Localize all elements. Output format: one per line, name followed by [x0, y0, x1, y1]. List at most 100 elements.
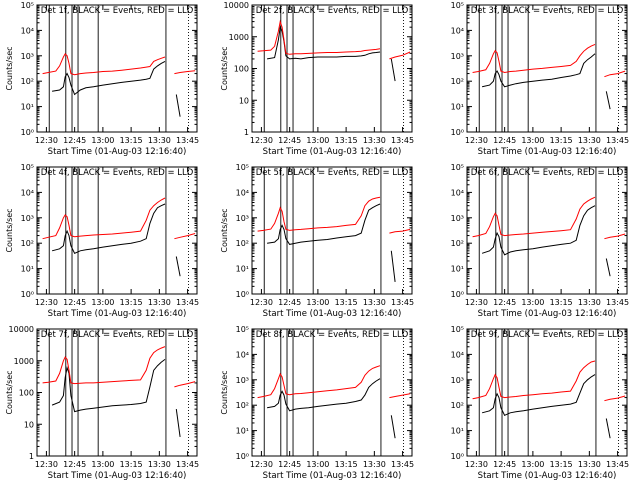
x-tick-label: 13:45 — [176, 298, 199, 307]
x-tick-label: 13:15 — [120, 136, 143, 145]
y-tick-label: 10¹ — [451, 427, 464, 436]
x-tick-label: 13:45 — [391, 460, 414, 469]
x-tick-label: 13:15 — [335, 460, 358, 469]
x-axis-label: Start Time (01-Aug-03 12:16:40) — [263, 309, 402, 319]
series-events-line — [175, 256, 181, 277]
x-tick-label: 12:45 — [493, 298, 516, 307]
x-tick-label: 13:00 — [521, 136, 544, 145]
y-tick-label: 10000 — [9, 325, 34, 334]
y-tick-label: 10¹ — [21, 265, 34, 274]
y-tick-label: 10² — [451, 77, 464, 86]
x-tick-label: 12:45 — [278, 136, 301, 145]
y-tick-label: 10⁴ — [451, 350, 464, 359]
y-tick-label: 10¹ — [451, 265, 464, 274]
series-lld-line — [389, 228, 411, 234]
y-tick-label: 10⁴ — [451, 26, 464, 35]
x-tick-label: 13:30 — [363, 460, 386, 469]
chart-title: Det 6f, BLACK = Events, RED = LLD — [471, 168, 624, 178]
x-tick-label: 13:15 — [120, 298, 143, 307]
y-tick-label: 10⁰ — [451, 452, 464, 461]
x-tick-label: 13:00 — [521, 460, 544, 469]
x-axis-label: Start Time (01-Aug-03 12:16:40) — [48, 471, 187, 480]
x-tick-label: 13:30 — [148, 298, 171, 307]
chart-title: Det 7f, BLACK = Events, RED = LLD — [41, 330, 194, 340]
series-events-line — [481, 205, 596, 256]
series-events-line — [481, 374, 596, 416]
series-events-line — [267, 203, 381, 245]
y-tick-label: 10² — [21, 239, 34, 248]
y-tick-label: 10⁵ — [21, 163, 34, 172]
y-tick-label: 10⁰ — [236, 290, 249, 299]
series-lld-line — [257, 196, 381, 232]
x-tick-label: 13:45 — [391, 136, 414, 145]
plot-frame — [36, 4, 198, 133]
plot-frame — [251, 328, 413, 457]
y-axis-label: Counts/sec — [220, 208, 229, 252]
x-tick-label: 12:30 — [250, 136, 273, 145]
y-tick-label: 1 — [244, 128, 249, 137]
series-lld-line — [257, 19, 381, 55]
y-tick-label: 10⁴ — [236, 350, 249, 359]
plot-frame — [36, 328, 198, 457]
x-tick-label: 12:30 — [35, 136, 58, 145]
chart-panel-9: Det 9f, BLACK = Events, RED = LLD 10⁰ 10¹ 1… — [451, 325, 630, 480]
x-tick-label: 12:30 — [35, 298, 58, 307]
series-lld-line — [174, 233, 196, 240]
y-tick-label: 10⁵ — [236, 163, 249, 172]
y-tick-label: 10⁵ — [451, 1, 464, 10]
plot-frame — [466, 166, 628, 295]
x-tick-label: 13:15 — [550, 298, 573, 307]
x-tick-label: 12:45 — [493, 460, 516, 469]
plot-frame — [466, 4, 628, 133]
series-events-line — [51, 358, 166, 413]
x-tick-label: 13:45 — [606, 136, 629, 145]
chart-title: Det 8f, BLACK = Events, RED = LLD — [256, 330, 409, 340]
y-axis-label: Counts/sec — [5, 208, 14, 252]
y-tick-label: 10⁰ — [21, 128, 34, 137]
x-tick-label: 12:45 — [63, 298, 86, 307]
x-tick-label: 13:15 — [120, 460, 143, 469]
series-lld-line — [42, 197, 166, 240]
x-tick-label: 13:15 — [335, 298, 358, 307]
x-axis-label: Start Time (01-Aug-03 12:16:40) — [478, 309, 617, 319]
x-tick-label: 12:30 — [465, 460, 488, 469]
x-tick-label: 12:30 — [465, 136, 488, 145]
y-tick-label: 10⁴ — [451, 188, 464, 197]
y-axis-label: Counts/sec — [5, 46, 14, 90]
series-events-line — [390, 415, 396, 439]
x-tick-label: 13:45 — [606, 460, 629, 469]
y-tick-label: 10 — [239, 96, 249, 105]
x-axis-label: Start Time (01-Aug-03 12:16:40) — [263, 471, 402, 480]
x-tick-label: 13:15 — [550, 460, 573, 469]
series-events-line — [481, 53, 596, 88]
series-lld-line — [604, 233, 626, 240]
y-tick-label: 10⁰ — [451, 290, 464, 299]
y-axis-label: Counts/sec — [220, 370, 229, 414]
y-tick-label: 10³ — [236, 214, 249, 223]
y-tick-label: 10¹ — [236, 427, 249, 436]
x-tick-label: 12:45 — [278, 460, 301, 469]
y-tick-label: 1000 — [229, 33, 249, 42]
series-lld-line — [389, 51, 411, 60]
y-tick-label: 10⁰ — [21, 290, 34, 299]
chart-title: Det 4f, BLACK = Events, RED = LLD — [41, 168, 194, 178]
series-events-line — [390, 250, 396, 282]
series-events-line — [605, 418, 611, 439]
x-tick-label: 12:45 — [63, 136, 86, 145]
chart-title: Det 9f, BLACK = Events, RED = LLD — [471, 330, 624, 340]
y-tick-label: 10² — [236, 401, 249, 410]
y-tick-label: 10³ — [451, 376, 464, 385]
x-tick-label: 13:30 — [578, 298, 601, 307]
x-tick-label: 13:45 — [176, 136, 199, 145]
x-axis-label: Start Time (01-Aug-03 12:16:40) — [478, 471, 617, 480]
x-axis-label: Start Time (01-Aug-03 12:16:40) — [48, 309, 187, 319]
y-tick-label: 10⁴ — [21, 26, 34, 35]
y-tick-label: 10¹ — [451, 103, 464, 112]
x-tick-label: 13:00 — [91, 136, 114, 145]
x-axis-label: Start Time (01-Aug-03 12:16:40) — [478, 147, 617, 157]
series-lld-line — [472, 43, 596, 74]
y-tick-label: 10⁴ — [236, 188, 249, 197]
x-tick-label: 13:30 — [578, 460, 601, 469]
y-tick-label: 10¹ — [21, 103, 34, 112]
x-tick-label: 12:30 — [465, 298, 488, 307]
